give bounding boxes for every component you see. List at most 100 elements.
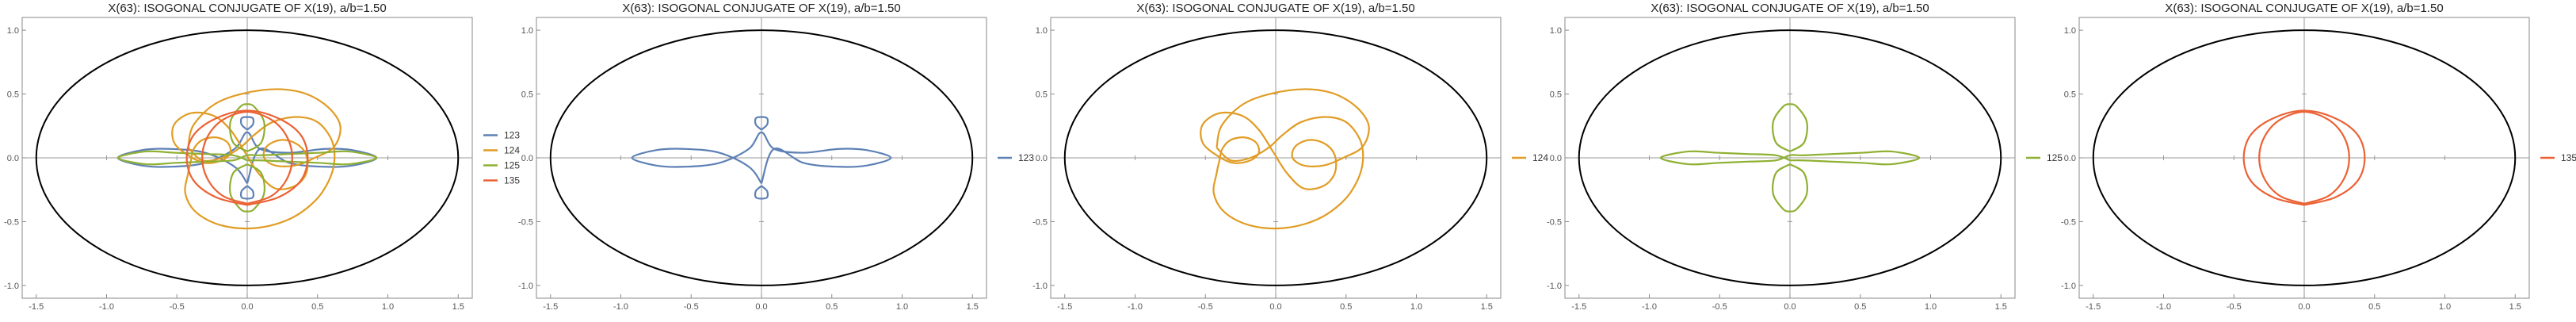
- series-line-123: [754, 185, 769, 200]
- y-tick-label: 1.0: [1036, 26, 1048, 36]
- x-tick-label: 1.5: [1995, 302, 2007, 312]
- x-tick-label: 0.5: [1340, 302, 1352, 312]
- y-tick-label: 1.0: [1550, 26, 1562, 36]
- y-tick-label: 1.0: [2064, 26, 2076, 36]
- x-tick-label: 0.5: [311, 302, 323, 312]
- series-line-124: [171, 88, 342, 230]
- y-tick-label: 0.0: [1036, 154, 1048, 163]
- series-line-125: [229, 163, 265, 213]
- series-line-135: [201, 110, 293, 205]
- legend-item-125: 125: [483, 160, 520, 171]
- x-tick-label: 1.5: [452, 302, 464, 312]
- chart-title: X(63): ISOGONAL CONJUGATE OF X(19), a/b=…: [108, 2, 386, 15]
- x-tick-label: 0.0: [1269, 302, 1281, 312]
- y-tick-label: 0.0: [7, 154, 19, 163]
- y-tick-label: 0.5: [2064, 90, 2076, 100]
- reference-ellipse: [549, 29, 974, 286]
- reference-ellipse: [1063, 29, 1488, 286]
- x-tick-label: 1.5: [967, 302, 979, 312]
- series-line-123: [631, 131, 892, 184]
- legend-label: 125: [504, 160, 520, 171]
- series-line-123: [239, 185, 255, 200]
- y-tick-label: -1.0: [1547, 282, 1562, 291]
- series-line-125: [1659, 150, 1921, 166]
- series-124: [1200, 88, 1370, 230]
- reference-ellipse: [35, 29, 460, 286]
- x-tick-label: 1.0: [2439, 302, 2451, 312]
- y-tick-label: -1.0: [4, 282, 19, 291]
- x-tick-label: -1.0: [1642, 302, 1657, 312]
- x-tick-label: 1.0: [1410, 302, 1422, 312]
- legend-label: 124: [1532, 152, 1548, 163]
- x-tick-label: 0.0: [1784, 302, 1796, 312]
- legend-label: 125: [2047, 152, 2063, 163]
- x-tick-label: 0.0: [2298, 302, 2310, 312]
- x-tick-label: 0.5: [2368, 302, 2380, 312]
- x-tick-label: -1.0: [1128, 302, 1143, 312]
- y-tick-label: 0.0: [521, 154, 533, 163]
- x-tick-label: -0.5: [684, 302, 699, 312]
- legend-label: 135: [504, 175, 520, 186]
- y-tick-label: 0.5: [521, 90, 533, 100]
- legend-item-125: 125: [2026, 152, 2063, 163]
- series-line-125: [229, 103, 265, 152]
- x-tick-label: 1.5: [1481, 302, 1493, 312]
- y-tick-label: 0.5: [1036, 90, 1048, 100]
- x-tick-label: -1.5: [543, 302, 558, 312]
- legend-item-123: 123: [483, 130, 520, 141]
- series-line-123: [239, 116, 255, 131]
- series-line-124: [1200, 88, 1370, 230]
- x-tick-label: -1.5: [1057, 302, 1072, 312]
- legend-item-124: 124: [1512, 152, 1548, 163]
- y-tick-label: 0.0: [2064, 154, 2076, 163]
- series-line-123: [754, 116, 769, 131]
- series-line-125: [1772, 103, 1808, 152]
- series-125: [116, 103, 378, 213]
- chart-title: X(63): ISOGONAL CONJUGATE OF X(19), a/b=…: [622, 2, 900, 15]
- y-tick-label: -0.5: [1032, 217, 1048, 227]
- x-tick-label: 1.0: [1925, 302, 1937, 312]
- x-tick-label: 1.0: [382, 302, 394, 312]
- legend-item-135: 135: [483, 175, 520, 186]
- series-line-135: [2242, 109, 2366, 206]
- y-tick-label: 1.0: [7, 26, 19, 36]
- x-tick-label: -1.5: [29, 302, 44, 312]
- y-tick-label: -0.5: [1547, 217, 1562, 227]
- x-tick-label: -1.0: [613, 302, 628, 312]
- legend-item-135: 135: [2540, 152, 2576, 163]
- y-tick-label: 0.5: [1550, 90, 1562, 100]
- x-tick-label: 0.0: [241, 302, 253, 312]
- y-tick-label: -1.0: [2061, 282, 2076, 291]
- y-tick-label: 1.0: [521, 26, 533, 36]
- series-135: [2242, 109, 2366, 206]
- y-tick-label: 0.0: [1550, 154, 1562, 163]
- chart-title: X(63): ISOGONAL CONJUGATE OF X(19), a/b=…: [2165, 2, 2443, 15]
- series-line-135: [2258, 110, 2350, 205]
- series-line-135: [185, 109, 309, 206]
- series-125: [1659, 103, 1921, 213]
- y-tick-label: -0.5: [4, 217, 19, 227]
- chart-panel-2: X(63): ISOGONAL CONJUGATE OF X(19), a/b=…: [518, 2, 1034, 312]
- legend-label: 123: [1018, 152, 1034, 163]
- series-124: [171, 88, 342, 230]
- x-tick-label: 1.0: [896, 302, 908, 312]
- series-line-125: [1772, 163, 1808, 213]
- chart-title: X(63): ISOGONAL CONJUGATE OF X(19), a/b=…: [1136, 2, 1414, 15]
- chart-panel-1: X(63): ISOGONAL CONJUGATE OF X(19), a/b=…: [4, 2, 520, 312]
- x-tick-label: 0.0: [755, 302, 767, 312]
- series-123: [631, 116, 892, 200]
- series-line-125: [116, 150, 378, 166]
- y-tick-label: 0.5: [7, 90, 19, 100]
- x-tick-label: -0.5: [1198, 302, 1213, 312]
- x-tick-label: -0.5: [2227, 302, 2242, 312]
- legend-label: 135: [2561, 152, 2576, 163]
- x-tick-label: 0.5: [826, 302, 838, 312]
- legend-label: 123: [504, 130, 520, 141]
- chart-panel-3: X(63): ISOGONAL CONJUGATE OF X(19), a/b=…: [1032, 2, 1548, 312]
- x-tick-label: 1.5: [2509, 302, 2521, 312]
- x-tick-label: 0.5: [1854, 302, 1866, 312]
- x-tick-label: -1.0: [2156, 302, 2171, 312]
- x-tick-label: -0.5: [1712, 302, 1727, 312]
- reference-ellipse: [2092, 29, 2517, 286]
- x-tick-label: -0.5: [170, 302, 185, 312]
